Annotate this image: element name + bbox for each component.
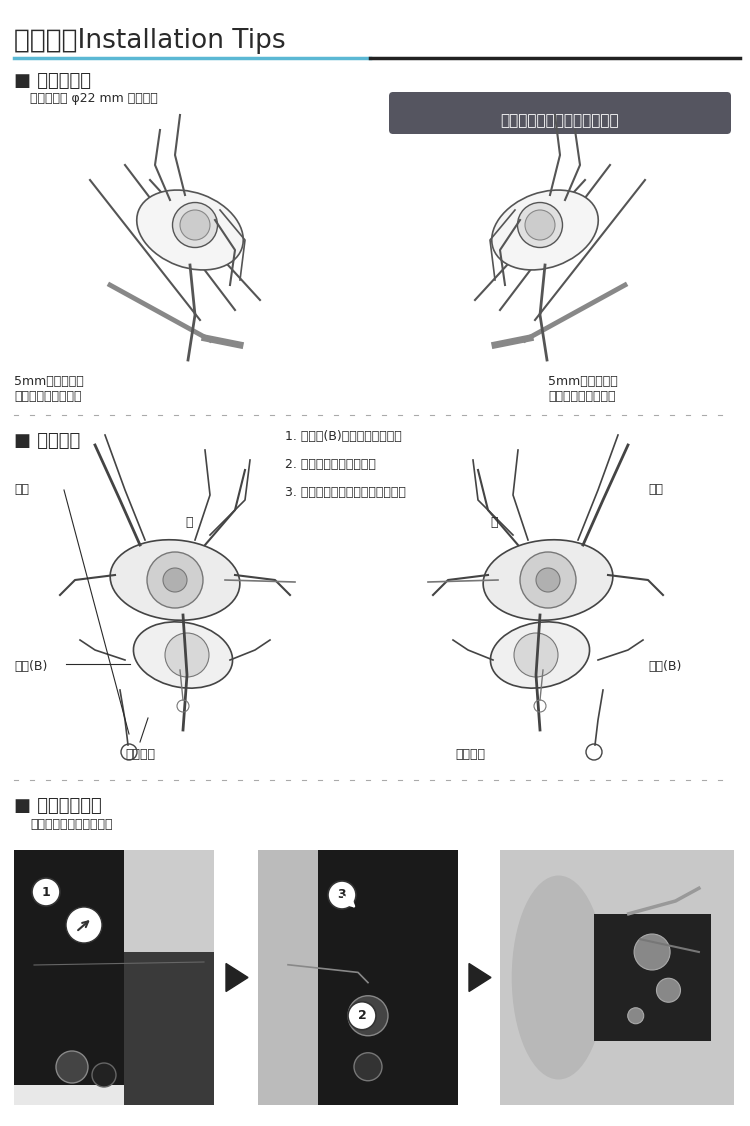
- Circle shape: [348, 995, 388, 1036]
- Circle shape: [66, 908, 102, 942]
- Text: 2: 2: [358, 1009, 366, 1022]
- Text: 2. 拧开螺丝并拆下护盖。: 2. 拧开螺丝并拆下护盖。: [285, 458, 376, 471]
- Ellipse shape: [172, 203, 217, 248]
- Text: ＊请按照图示进行安装。: ＊请按照图示进行安装。: [30, 817, 112, 831]
- Text: 1: 1: [42, 885, 50, 899]
- Bar: [500, 850, 734, 1105]
- Circle shape: [32, 878, 60, 906]
- Polygon shape: [226, 964, 248, 992]
- Text: 盖: 盖: [185, 516, 193, 529]
- Text: 山地车／用于公路车的平龙头: 山地车／用于公路车的平龙头: [501, 113, 620, 128]
- Ellipse shape: [512, 876, 605, 1080]
- Circle shape: [165, 633, 209, 677]
- Text: 螺丝: 螺丝: [648, 483, 663, 495]
- Text: 螺丝: 螺丝: [14, 483, 29, 495]
- Polygon shape: [469, 964, 491, 992]
- Ellipse shape: [565, 197, 595, 247]
- Circle shape: [92, 1063, 116, 1087]
- Bar: [124, 951, 214, 1105]
- Circle shape: [536, 568, 560, 592]
- Text: 1. 将手柄(B)设置在顶部位置。: 1. 将手柄(B)设置在顶部位置。: [285, 430, 402, 443]
- Text: 盖: 盖: [490, 516, 497, 529]
- Text: ■ 更换内线: ■ 更换内线: [14, 432, 80, 450]
- Text: 3: 3: [338, 888, 346, 902]
- Text: 5mm内六角扳手: 5mm内六角扳手: [548, 375, 618, 388]
- Ellipse shape: [110, 539, 240, 620]
- Ellipse shape: [518, 203, 562, 248]
- Bar: [14, 850, 214, 1105]
- Text: （扳手请另外购买）: （扳手请另外购买）: [548, 390, 616, 403]
- Circle shape: [147, 552, 203, 608]
- Text: 安装提示Installation Tips: 安装提示Installation Tips: [14, 28, 286, 54]
- Ellipse shape: [492, 190, 598, 270]
- Bar: [258, 850, 458, 1105]
- Circle shape: [56, 1051, 88, 1083]
- Text: 变速内线: 变速内线: [455, 748, 485, 761]
- Ellipse shape: [490, 622, 590, 688]
- FancyBboxPatch shape: [389, 92, 731, 134]
- Circle shape: [163, 568, 187, 592]
- Circle shape: [328, 881, 356, 909]
- Ellipse shape: [140, 197, 170, 247]
- Circle shape: [520, 552, 576, 608]
- Circle shape: [180, 211, 210, 240]
- Bar: [124, 850, 214, 951]
- Circle shape: [354, 1053, 382, 1081]
- Bar: [14, 850, 124, 1085]
- Ellipse shape: [134, 622, 232, 688]
- Text: ■ 刹车线的安装: ■ 刹车线的安装: [14, 797, 102, 815]
- Ellipse shape: [136, 190, 243, 270]
- Circle shape: [514, 633, 558, 677]
- Circle shape: [525, 211, 555, 240]
- Text: （扳手请另外购买）: （扳手请另外购买）: [14, 390, 82, 403]
- Ellipse shape: [483, 539, 613, 620]
- Text: 手柄(B): 手柄(B): [648, 660, 681, 673]
- Text: 变速内线: 变速内线: [125, 748, 155, 761]
- Text: 请使用外径 φ22 mm 的车把。: 请使用外径 φ22 mm 的车把。: [30, 92, 158, 105]
- Circle shape: [348, 1002, 376, 1030]
- Circle shape: [656, 978, 680, 1002]
- Text: 5mm内六角扳手: 5mm内六角扳手: [14, 375, 84, 388]
- Bar: [258, 850, 318, 1105]
- Bar: [593, 914, 710, 1042]
- Circle shape: [634, 933, 670, 969]
- Text: 手柄(B): 手柄(B): [14, 660, 47, 673]
- Text: 3. 拉出内线，然后安装新的内线。: 3. 拉出内线，然后安装新的内线。: [285, 486, 406, 499]
- Bar: [318, 850, 458, 1105]
- Circle shape: [628, 1008, 644, 1024]
- Text: ■ 安装至车把: ■ 安装至车把: [14, 72, 91, 90]
